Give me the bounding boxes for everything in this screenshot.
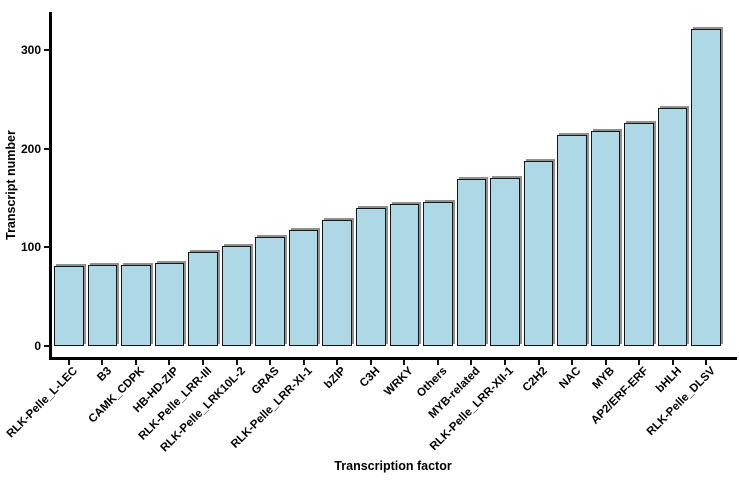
x-tick-mark <box>302 359 305 365</box>
x-tick-mark <box>134 359 137 365</box>
x-tick-label: MYB <box>590 365 618 392</box>
x-axis-line <box>49 357 737 360</box>
bar <box>54 266 84 346</box>
x-axis-title: Transcription factor <box>334 459 452 473</box>
bar <box>657 108 688 346</box>
y-tick-label: 300 <box>20 43 41 58</box>
bar <box>255 236 285 346</box>
x-tick-mark <box>604 359 607 365</box>
bar <box>423 202 453 346</box>
bar <box>355 207 386 346</box>
x-tick-mark <box>369 359 372 365</box>
x-tick-label: WRKY <box>382 365 416 399</box>
bar <box>154 263 185 346</box>
y-tick-mark <box>44 246 50 249</box>
x-tick-mark <box>168 359 171 365</box>
x-tick-mark <box>235 359 238 365</box>
bar <box>490 178 520 346</box>
bar <box>389 204 420 346</box>
bar <box>523 160 554 346</box>
y-axis-line <box>49 12 52 359</box>
x-tick-label: RLK-Pelle_L-LEC <box>4 365 81 441</box>
y-tick-mark <box>44 49 50 52</box>
bar <box>188 252 218 346</box>
bar <box>624 123 654 346</box>
x-tick-label: NAC <box>557 365 584 392</box>
y-tick-label: 100 <box>20 240 41 255</box>
x-tick-mark <box>671 359 674 365</box>
x-tick-mark <box>638 359 641 365</box>
y-tick-mark <box>44 345 50 347</box>
bar <box>456 179 487 346</box>
x-tick-mark <box>436 359 439 365</box>
x-tick-label: C3H <box>357 365 383 390</box>
x-tick-mark <box>336 359 339 365</box>
x-tick-mark <box>202 359 204 365</box>
bar <box>557 134 587 346</box>
bar <box>221 246 252 346</box>
x-tick-label: C2H2 <box>520 365 550 395</box>
x-tick-mark <box>101 359 104 365</box>
x-tick-mark <box>470 359 473 365</box>
x-tick-mark <box>403 359 406 365</box>
x-tick-mark <box>269 359 272 365</box>
bar <box>691 28 722 346</box>
x-tick-label: B3 <box>94 365 114 384</box>
x-tick-label: bHLH <box>654 365 685 396</box>
y-tick-label: 0 <box>34 339 41 353</box>
x-tick-mark <box>571 359 574 365</box>
bar <box>121 265 151 346</box>
x-tick-mark <box>705 359 708 365</box>
x-tick-label: GRAS <box>249 365 282 397</box>
x-tick-mark <box>503 359 506 365</box>
bar <box>590 131 621 346</box>
x-tick-mark <box>67 359 70 365</box>
x-tick-mark <box>537 359 540 365</box>
bar <box>288 229 319 346</box>
y-tick-label: 200 <box>20 141 41 156</box>
x-tick-label: bZIP <box>322 365 349 392</box>
bar <box>87 265 118 346</box>
y-tick-mark <box>44 147 50 150</box>
bar <box>322 219 352 346</box>
